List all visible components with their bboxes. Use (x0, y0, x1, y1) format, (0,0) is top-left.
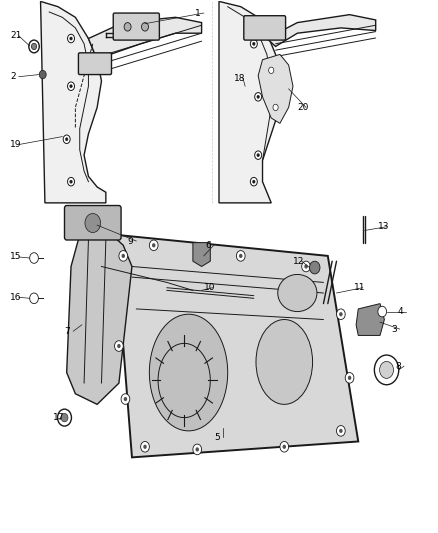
Circle shape (380, 361, 393, 378)
Circle shape (117, 344, 120, 348)
Circle shape (63, 135, 70, 143)
Polygon shape (267, 14, 376, 46)
Circle shape (67, 82, 74, 91)
FancyBboxPatch shape (64, 206, 121, 240)
Polygon shape (67, 229, 132, 405)
Text: 19: 19 (10, 140, 21, 149)
FancyBboxPatch shape (78, 53, 112, 75)
Circle shape (121, 394, 130, 405)
Circle shape (30, 293, 39, 304)
Text: 17: 17 (53, 413, 64, 422)
Circle shape (124, 22, 131, 31)
Text: 1: 1 (195, 9, 201, 18)
Circle shape (152, 243, 155, 247)
Circle shape (378, 306, 387, 317)
Circle shape (70, 37, 72, 40)
Circle shape (141, 441, 149, 452)
Circle shape (149, 240, 158, 251)
Circle shape (374, 355, 399, 385)
Text: 16: 16 (10, 293, 21, 302)
Circle shape (85, 214, 101, 232)
Polygon shape (219, 2, 280, 203)
Circle shape (124, 397, 127, 401)
Circle shape (336, 309, 345, 319)
Circle shape (65, 138, 68, 141)
Circle shape (141, 22, 148, 31)
Circle shape (310, 261, 320, 274)
Polygon shape (258, 54, 293, 123)
Circle shape (115, 341, 123, 351)
Circle shape (339, 312, 343, 317)
Circle shape (302, 261, 311, 272)
Circle shape (280, 441, 289, 452)
Ellipse shape (149, 314, 228, 431)
Circle shape (345, 373, 354, 383)
Circle shape (61, 414, 68, 422)
FancyBboxPatch shape (113, 13, 159, 40)
Circle shape (32, 43, 37, 50)
Circle shape (304, 264, 308, 269)
Circle shape (253, 180, 255, 183)
Ellipse shape (256, 319, 313, 405)
Circle shape (67, 34, 74, 43)
Text: 13: 13 (378, 222, 389, 231)
Text: 7: 7 (64, 327, 70, 336)
Circle shape (254, 93, 261, 101)
Text: 18: 18 (234, 74, 246, 83)
Circle shape (348, 376, 351, 380)
Text: 4: 4 (397, 307, 403, 316)
Circle shape (143, 445, 147, 449)
Text: 2: 2 (10, 72, 16, 81)
Circle shape (251, 39, 257, 48)
Circle shape (273, 104, 278, 111)
Circle shape (254, 151, 261, 159)
Circle shape (251, 177, 257, 186)
Circle shape (121, 254, 125, 258)
Text: 5: 5 (215, 433, 220, 442)
Circle shape (336, 425, 345, 436)
Polygon shape (41, 2, 106, 203)
Polygon shape (193, 243, 210, 266)
Circle shape (257, 95, 259, 99)
Circle shape (195, 447, 199, 451)
Circle shape (57, 409, 71, 426)
Text: 3: 3 (391, 325, 397, 334)
FancyBboxPatch shape (244, 15, 286, 40)
Circle shape (268, 67, 274, 74)
Polygon shape (356, 304, 385, 335)
Text: 11: 11 (354, 283, 365, 292)
Circle shape (339, 429, 343, 433)
Polygon shape (88, 17, 201, 60)
Circle shape (70, 180, 72, 183)
Circle shape (30, 253, 39, 263)
Circle shape (39, 70, 46, 79)
Text: 10: 10 (204, 283, 215, 292)
Text: 6: 6 (205, 241, 211, 250)
Text: 9: 9 (127, 237, 133, 246)
Circle shape (29, 40, 39, 53)
Circle shape (257, 154, 259, 157)
Circle shape (239, 254, 243, 258)
Circle shape (193, 444, 201, 455)
Text: 15: 15 (10, 253, 21, 262)
Text: 20: 20 (297, 103, 309, 112)
Circle shape (283, 445, 286, 449)
Circle shape (119, 251, 127, 261)
Circle shape (237, 251, 245, 261)
Polygon shape (115, 235, 358, 457)
Text: 12: 12 (293, 257, 304, 265)
Circle shape (253, 42, 255, 45)
Circle shape (67, 177, 74, 186)
Ellipse shape (278, 274, 317, 312)
Circle shape (70, 85, 72, 88)
Text: 21: 21 (10, 31, 21, 41)
Text: 8: 8 (395, 362, 401, 370)
